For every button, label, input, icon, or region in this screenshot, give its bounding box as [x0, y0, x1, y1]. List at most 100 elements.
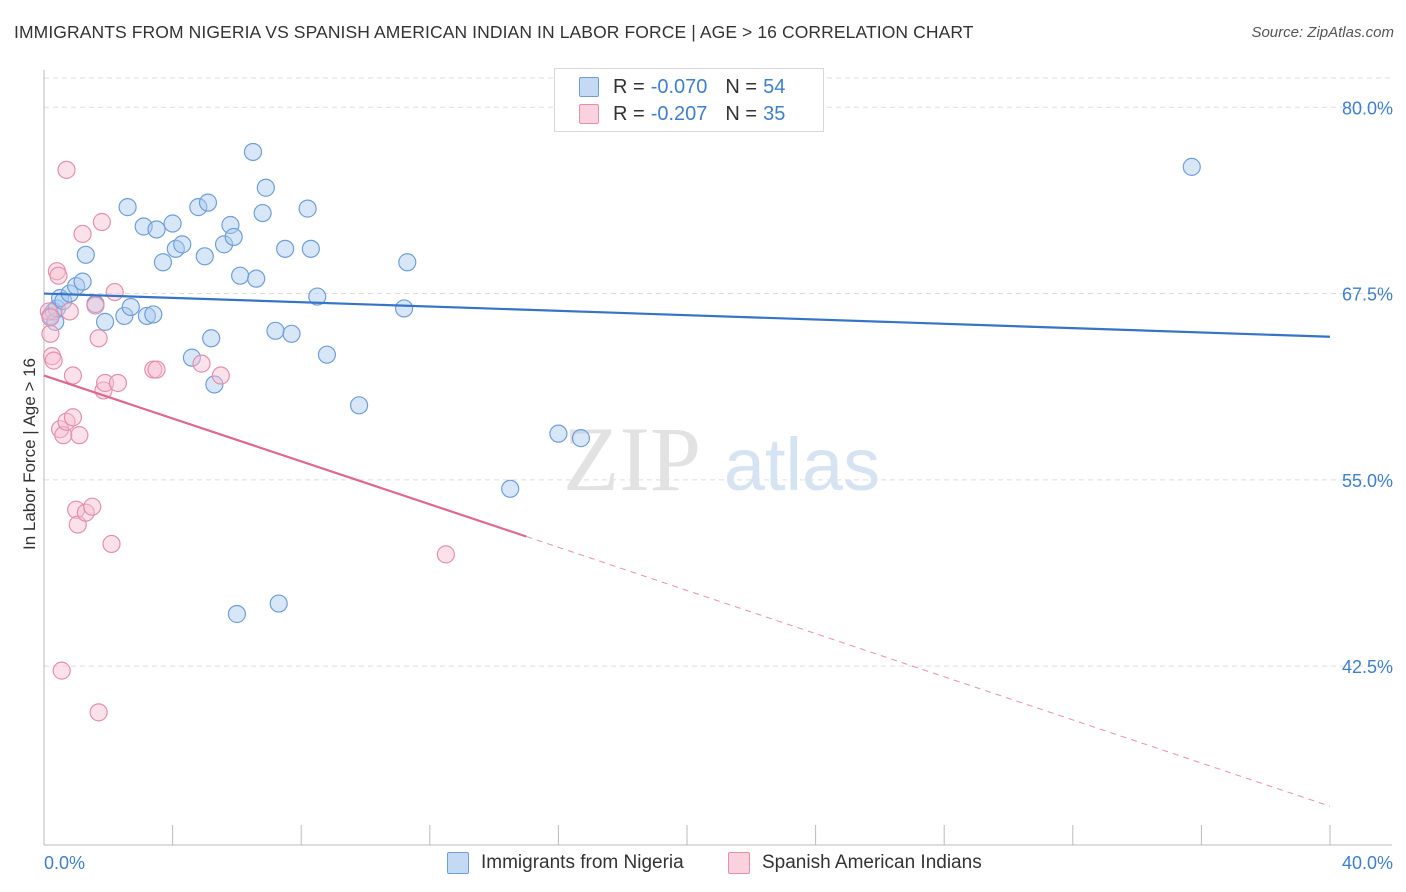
point-spanish-american-indian — [52, 661, 71, 680]
x-tick-label: 0.0% — [44, 853, 85, 873]
point-nigeria — [571, 429, 591, 448]
tick-labels: 42.5% 55.0% 67.5% 80.0% 0.0% 40.0% — [44, 98, 1393, 873]
legend-swatch-blue — [579, 77, 599, 97]
legend-n-label: N = — [725, 102, 758, 125]
point-nigeria — [137, 306, 156, 326]
point-nigeria — [182, 348, 201, 367]
point-nigeria — [243, 142, 263, 162]
point-nigeria — [115, 306, 134, 326]
chart-title: IMMIGRANTS FROM NIGERIA VS SPANISH AMERI… — [14, 22, 974, 42]
y-tick-label: 42.5% — [1342, 657, 1393, 677]
point-nigeria — [54, 291, 73, 311]
point-spanish-american-indian — [436, 545, 455, 564]
trend-line-extrapolated-spanish-american-indian — [526, 536, 1331, 807]
point-spanish-american-indian — [147, 360, 166, 379]
point-spanish-american-indian — [49, 266, 68, 285]
legend-n-value: 35 — [763, 102, 786, 125]
point-nigeria — [163, 214, 182, 233]
point-nigeria — [317, 345, 337, 364]
point-nigeria — [153, 253, 173, 272]
point-nigeria — [256, 178, 275, 197]
point-spanish-american-indian — [44, 351, 63, 370]
y-tick-label: 80.0% — [1342, 98, 1393, 118]
trend-line-spanish-american-indian — [43, 374, 527, 538]
point-spanish-american-indian — [86, 296, 105, 315]
legend-r-label: R = — [613, 102, 645, 125]
point-spanish-american-indian — [63, 408, 83, 427]
point-nigeria — [349, 396, 369, 415]
point-nigeria — [144, 305, 163, 324]
legend-r-value: -0.207 — [650, 102, 708, 125]
point-nigeria — [301, 239, 320, 258]
legend-row-spanish-american-indian: R = -0.207 N = 35 — [579, 102, 785, 126]
y-axis-label: In Labor Force | Age > 16 — [20, 358, 39, 551]
series-legend-label-spanish-american-indians: Spanish American Indians — [762, 852, 982, 873]
legend-n-label: N = — [725, 75, 758, 98]
point-nigeria — [198, 193, 218, 212]
trend-line-nigeria — [43, 292, 1331, 338]
point-spanish-american-indian — [89, 703, 108, 722]
point-spanish-american-indian — [102, 534, 121, 554]
x-tick-label: 40.0% — [1342, 853, 1393, 873]
point-nigeria — [73, 272, 92, 291]
point-spanish-american-indian — [83, 497, 102, 516]
point-nigeria — [394, 299, 414, 318]
legend-swatch-pink — [579, 104, 599, 124]
point-nigeria — [221, 215, 240, 235]
point-nigeria — [1182, 157, 1201, 176]
point-nigeria — [195, 247, 214, 266]
legend-r-label: R = — [613, 75, 645, 98]
point-spanish-american-indian — [105, 282, 124, 302]
point-nigeria — [121, 297, 140, 317]
point-nigeria — [202, 329, 221, 348]
point-spanish-american-indian — [70, 426, 89, 445]
point-spanish-american-indian — [54, 426, 73, 445]
series-legend-swatch-blue — [447, 852, 469, 874]
point-nigeria — [549, 424, 568, 443]
point-nigeria — [282, 324, 301, 343]
trend-lines — [43, 292, 1331, 807]
point-nigeria — [298, 199, 317, 218]
watermark-zip: ZIP — [563, 408, 701, 510]
y-tick-label: 55.0% — [1342, 471, 1393, 491]
legend-n-value: 54 — [763, 75, 786, 98]
point-spanish-american-indian — [92, 212, 111, 232]
point-nigeria — [205, 375, 224, 394]
point-nigeria — [269, 594, 288, 613]
point-spanish-american-indian — [89, 329, 108, 348]
point-nigeria — [398, 253, 417, 272]
point-spanish-american-indian — [73, 224, 92, 244]
point-spanish-american-indian — [63, 366, 83, 385]
point-spanish-american-indian — [39, 302, 58, 321]
point-spanish-american-indian — [41, 308, 60, 327]
point-nigeria — [76, 245, 95, 264]
series-legend-label-nigeria: Immigrants from Nigeria — [481, 852, 684, 873]
legend-row-nigeria: R = -0.070 N = 54 — [579, 75, 785, 99]
point-nigeria — [214, 235, 234, 254]
point-spanish-american-indian — [60, 302, 79, 321]
point-spanish-american-indian — [192, 354, 211, 373]
point-nigeria — [147, 220, 166, 239]
point-nigeria — [247, 269, 266, 288]
y-tick-label: 67.5% — [1342, 285, 1393, 305]
point-nigeria — [227, 604, 246, 624]
point-spanish-american-indian — [108, 373, 128, 393]
series-legend-item-nigeria[interactable]: Immigrants from Nigeria — [447, 852, 684, 874]
point-nigeria — [95, 312, 115, 331]
series-legend-item-spanish-american-indians[interactable]: Spanish American Indians — [728, 852, 982, 874]
point-nigeria — [253, 203, 272, 223]
series-legend-swatch-pink — [728, 852, 750, 874]
point-spanish-american-indian — [41, 324, 60, 343]
point-nigeria — [189, 198, 208, 217]
correlation-legend: R = -0.070 N = 54 R = -0.207 N = 35 — [554, 68, 824, 132]
watermark-atlas: atlas — [724, 423, 880, 506]
point-nigeria — [501, 479, 520, 498]
point-nigeria — [308, 287, 327, 306]
point-spanish-american-indian — [57, 160, 76, 179]
axes — [43, 70, 1392, 846]
data-points — [39, 142, 1201, 722]
point-spanish-american-indian — [211, 366, 230, 385]
watermark: ZIP atlas — [563, 408, 880, 510]
point-nigeria — [224, 227, 243, 247]
